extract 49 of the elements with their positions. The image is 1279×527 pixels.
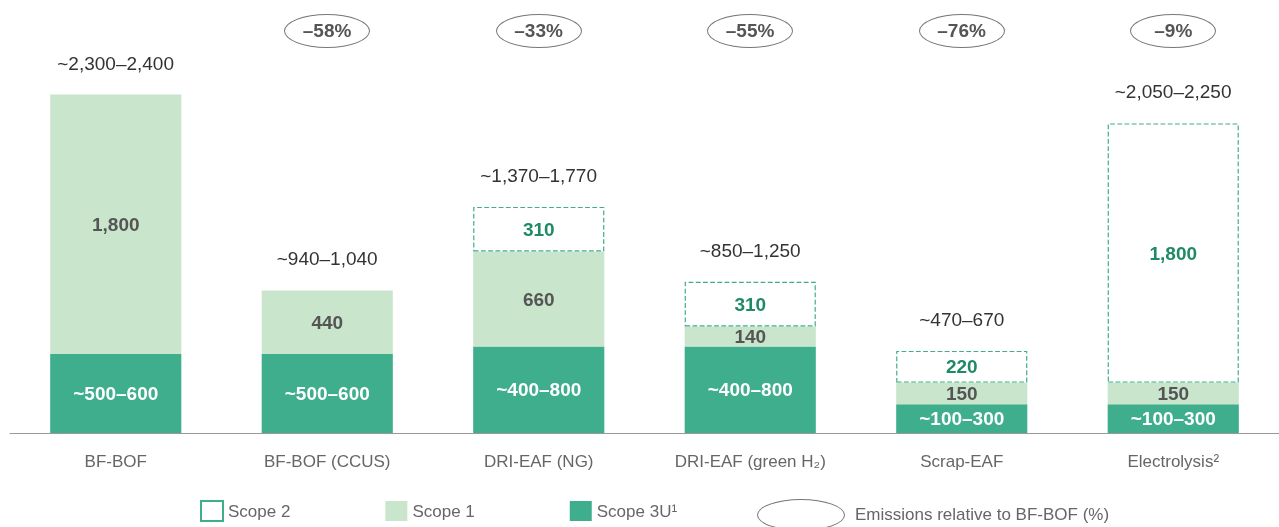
data-label: 440 [311,311,344,333]
total-label: ~940–1,040 [276,248,378,271]
data-label: ~500–600 [73,382,159,404]
bar [261,353,393,433]
bar [473,251,605,347]
data-label: ~100–300 [919,408,1005,430]
data-label: ~400–800 [496,379,582,401]
text: –76% [937,20,986,42]
bar [50,94,182,354]
data-label: ~100–300 [1130,408,1216,430]
data-label: 220 [945,356,978,378]
data-label: 1,800 [91,213,140,235]
total-label: ~2,050–2,250 [1114,81,1232,104]
x-tick-label: DRI-EAF (green H₂) [674,452,826,471]
bar [896,350,1028,383]
bar [261,290,393,354]
data-label: 140 [734,326,767,348]
data-label: 310 [522,218,555,240]
x-tick-label: DRI-EAF (NG) [483,452,594,471]
x-tick-label: BF-BOF (CCUS) [263,452,391,471]
data-label: 150 [1157,382,1190,404]
x-tick-label: BF-BOF [84,452,147,471]
total-label: ~2,300–2,400 [57,52,175,75]
bar [1107,123,1239,383]
text: –33% [514,20,563,42]
text: Emissions relative to BF-BOF (%) [855,505,1110,525]
data-label: ~500–600 [284,382,370,404]
legend-label: Scope 3U¹ [596,501,678,521]
bar [50,353,182,433]
legend-label: Scope 1 [412,501,475,521]
text: –58% [302,20,352,42]
bar [684,326,816,347]
legend-label: Scope 2 [228,501,291,521]
data-label: ~400–800 [707,379,793,401]
bar [684,281,816,327]
total-label: ~470–670 [919,308,1005,331]
data-label: 310 [734,293,767,315]
text: –55% [725,20,775,42]
x-tick-label: Electrolysis² [1127,452,1220,471]
bar [473,346,605,433]
text: –9% [1154,20,1193,42]
data-label: 150 [945,382,978,404]
data-label: 1,800 [1149,242,1198,264]
total-label: ~1,370–1,770 [480,164,598,187]
x-tick-label: Scrap-EAF [920,452,1004,471]
total-label: ~850–1,250 [699,239,801,262]
bar [473,206,605,252]
data-label: 660 [522,288,555,310]
bar [684,346,816,433]
